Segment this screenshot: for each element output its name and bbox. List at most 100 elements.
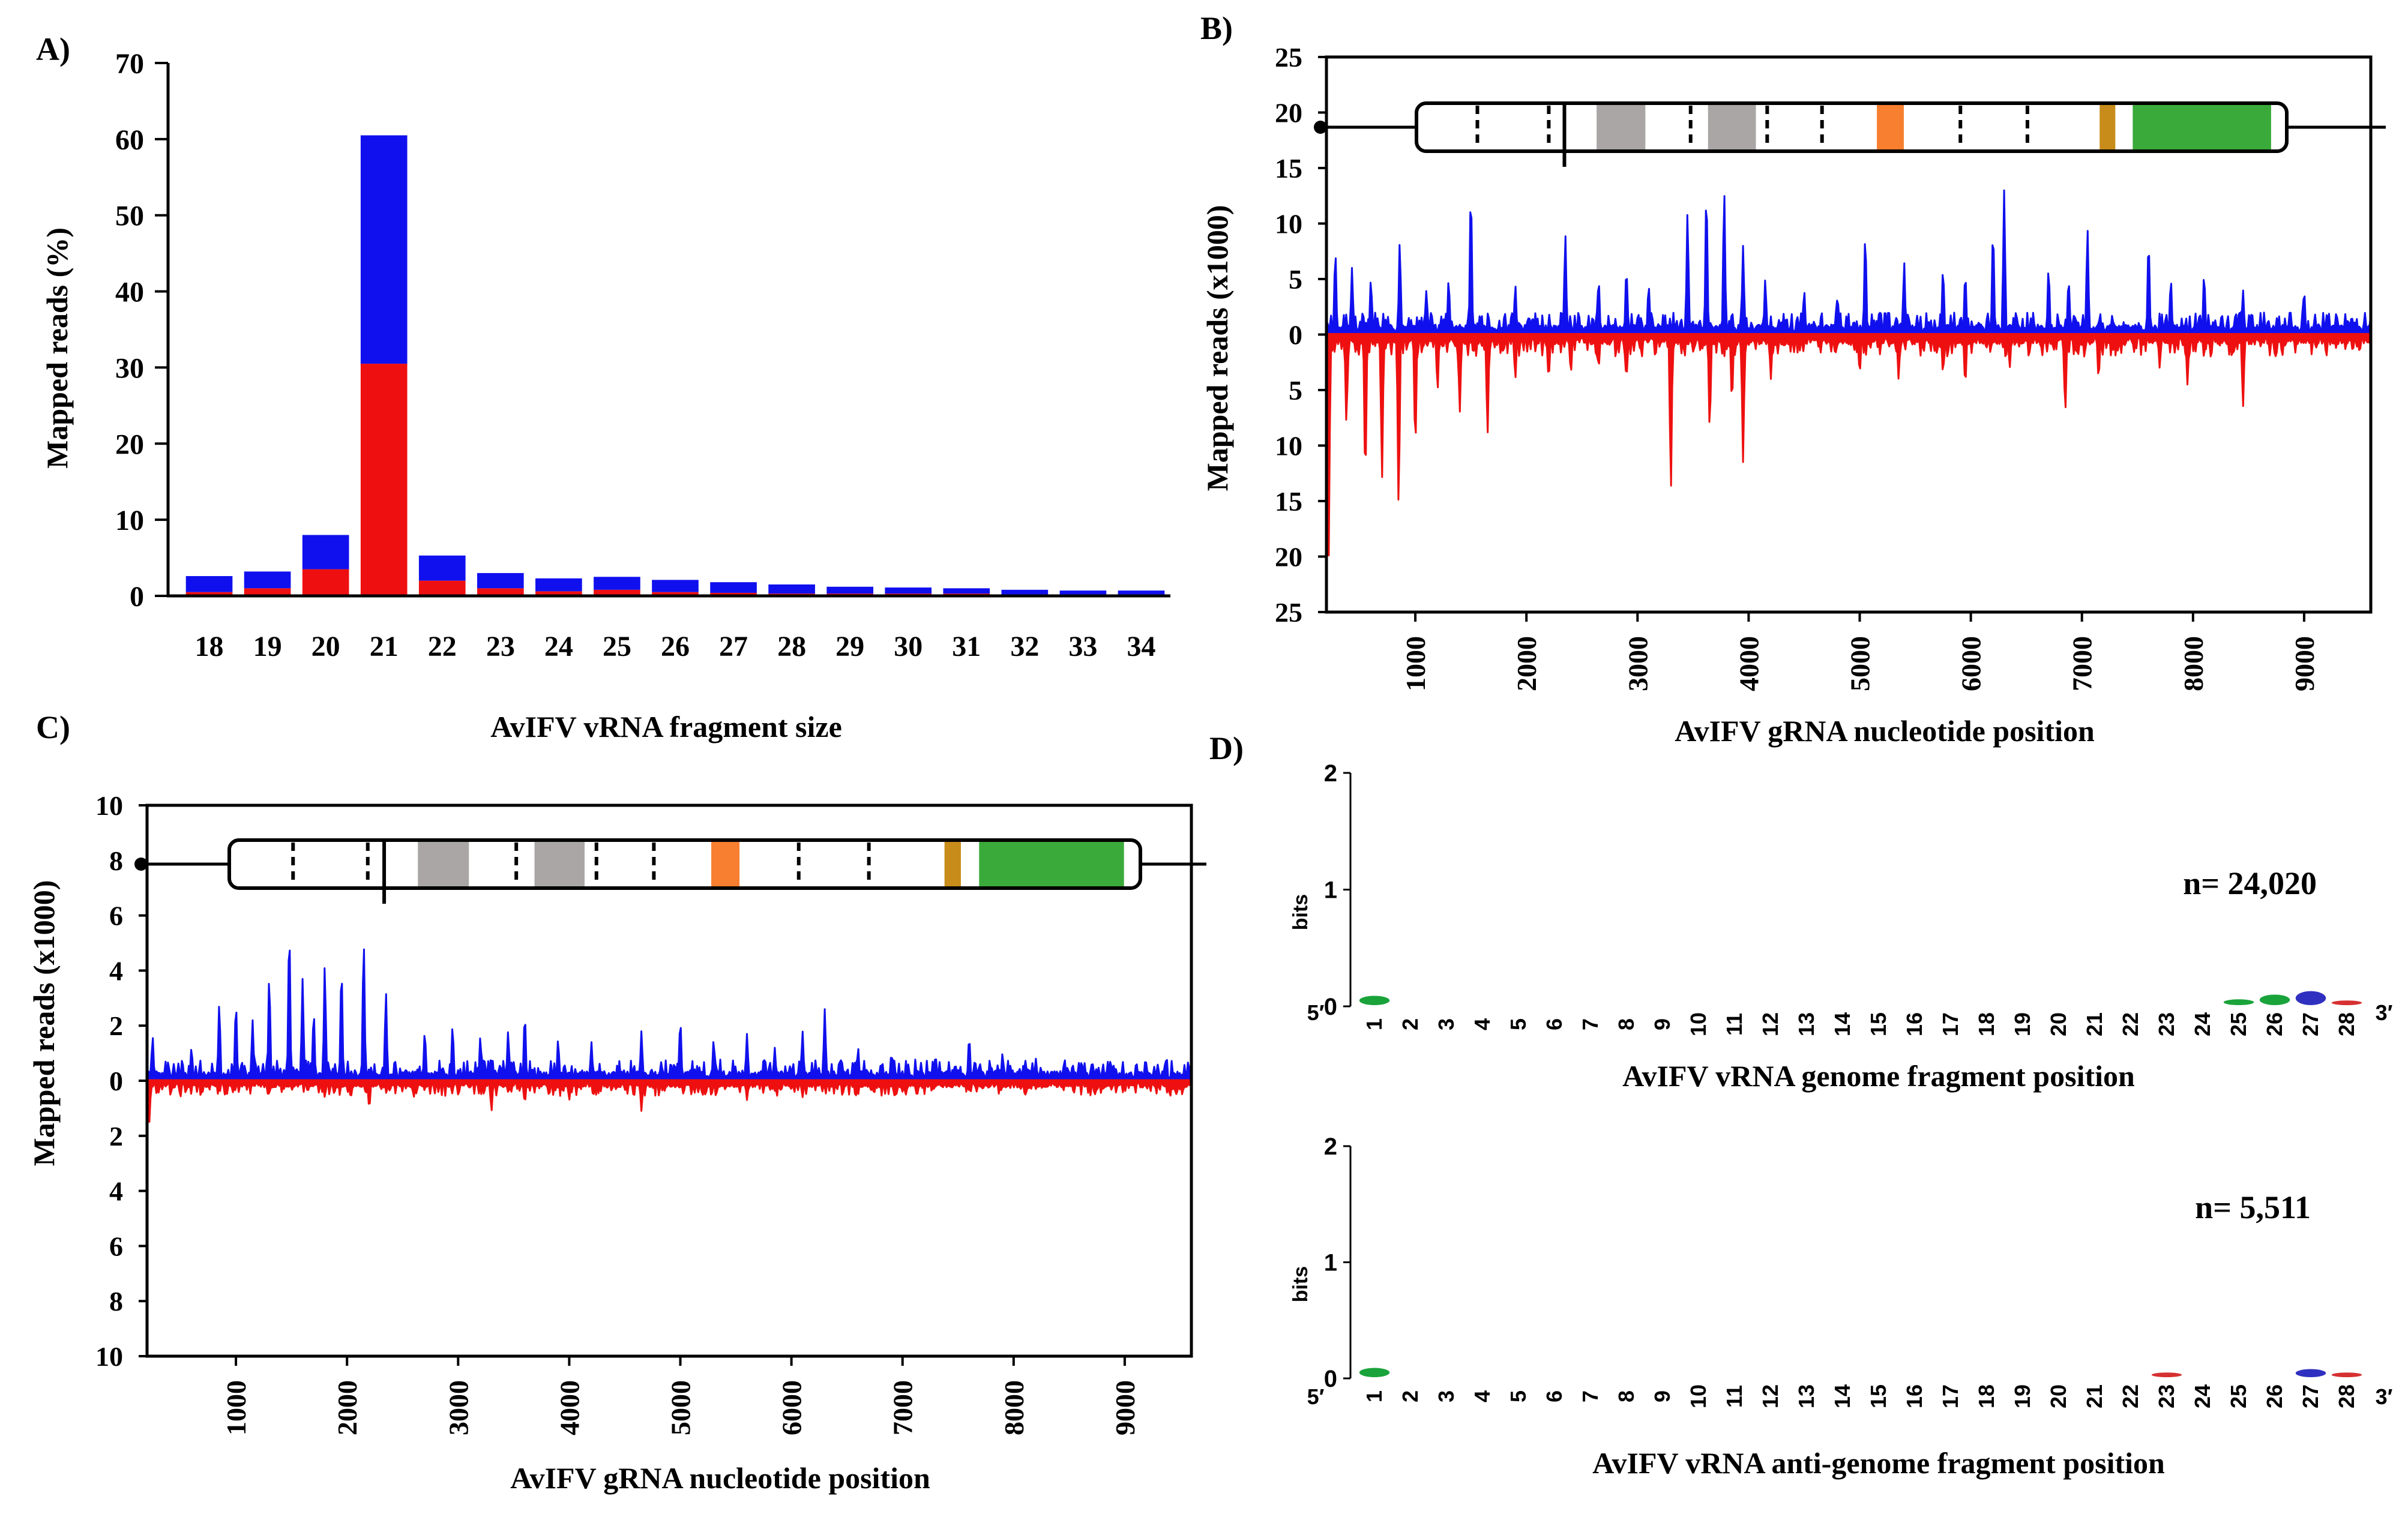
x-tick-label: 19 <box>253 631 282 662</box>
x-tick-label: 29 <box>835 631 864 662</box>
bar-segment <box>943 588 990 594</box>
x-tick-label: 8000 <box>2178 636 2209 691</box>
bar-segment <box>185 576 233 592</box>
y-tick-label: 6 <box>109 1231 123 1261</box>
panel-d-bottom-letters <box>1359 1368 2362 1377</box>
y-tick-label: 25 <box>1275 42 1302 73</box>
position-label: 15 <box>1866 1384 1891 1408</box>
gene-segment <box>1877 105 1904 149</box>
x-tick-label: 9000 <box>2289 636 2320 691</box>
y-tick-label: 2 <box>109 1011 123 1041</box>
position-label: 3 <box>1434 1018 1458 1030</box>
gene-segment <box>2099 105 2116 149</box>
y-tick-label: 70 <box>115 48 144 80</box>
y-tick-label: 10 <box>95 1341 123 1372</box>
y-tick-label: 0 <box>1324 1366 1337 1392</box>
panel-d-antigenome-logo: bits n= 5,511 AvIFV vRNA anti-genome fra… <box>1289 1134 2392 1480</box>
position-label: 28 <box>2334 1384 2359 1408</box>
y-tick-label: 60 <box>115 124 144 156</box>
panel-d-bottom-count: n= 5,511 <box>2195 1189 2311 1225</box>
y-tick-label: 10 <box>1275 209 1302 239</box>
position-label: 11 <box>1722 1385 1747 1408</box>
bar-segment <box>477 588 524 596</box>
position-label: 18 <box>1974 1384 1999 1408</box>
position-label: 18 <box>1974 1012 1999 1036</box>
x-tick-label: 22 <box>428 631 457 662</box>
x-tick-label: 18 <box>195 631 224 662</box>
panel-b-y-ticks: 25 20 15 10 5 0 5 10 15 20 25 <box>1275 42 1326 628</box>
x-tick-label: 25 <box>603 631 631 662</box>
gene-segment <box>2133 105 2271 149</box>
y-tick-label: 15 <box>1275 486 1302 517</box>
panel-d-bottom-ylabel: bits <box>1289 1266 1312 1302</box>
position-label: 14 <box>1830 1012 1855 1036</box>
panel-c-coverage-chart: C) Mapped reads (x1000) AvIFV gRNA nucle… <box>27 709 1206 1495</box>
bar-segment <box>652 592 699 596</box>
bar-segment <box>1118 590 1165 595</box>
sense-coverage-trace <box>146 948 1193 1082</box>
position-label: 22 <box>2118 1012 2143 1036</box>
panel-d-top-3prime: 3′ <box>2376 1000 2393 1025</box>
position-label: 12 <box>1758 1012 1783 1036</box>
panel-a-letter: A) <box>36 31 70 67</box>
position-label: 20 <box>2046 1012 2071 1036</box>
bar-segment <box>768 584 815 594</box>
y-tick-label: 15 <box>1275 153 1302 184</box>
x-tick-label: 2000 <box>1511 636 1542 691</box>
logo-letter <box>2295 991 2326 1005</box>
gene-segment <box>979 842 1124 886</box>
x-tick-label: 33 <box>1068 631 1097 662</box>
bar-segment <box>244 588 291 596</box>
bar-segment <box>826 586 873 594</box>
y-tick-label: 4 <box>109 1176 123 1207</box>
bar-segment <box>302 569 349 596</box>
panel-d-top-ylabel: bits <box>1289 894 1312 930</box>
position-label: 9 <box>1650 1018 1675 1030</box>
bar-segment <box>710 582 757 593</box>
panel-d-bottom-3prime: 3′ <box>2376 1384 2393 1409</box>
position-label: 6 <box>1542 1018 1567 1030</box>
y-tick-label: 6 <box>109 901 123 931</box>
position-label: 15 <box>1866 1012 1891 1036</box>
position-label: 4 <box>1470 1390 1494 1402</box>
x-tick-label: 4000 <box>554 1380 585 1435</box>
y-tick-label: 0 <box>1324 994 1337 1020</box>
position-label: 12 <box>1758 1384 1783 1408</box>
x-tick-label: 30 <box>894 631 923 662</box>
panel-d-top-xlabel: AvIFV vRNA genome fragment position <box>1622 1059 2135 1093</box>
panel-c-y-ticks: 10 8 6 4 2 0 2 4 6 8 10 <box>95 790 147 1372</box>
x-tick-label: 23 <box>486 631 515 662</box>
x-tick-label: 27 <box>719 631 748 662</box>
position-label: 23 <box>2154 1384 2179 1408</box>
position-label: 4 <box>1470 1018 1494 1030</box>
antisense-coverage-trace <box>146 1080 1193 1123</box>
y-tick-label: 1 <box>1324 1250 1337 1276</box>
panel-c-ylabel: Mapped reads (x1000) <box>27 880 61 1167</box>
panel-b-plot <box>1325 189 2372 556</box>
x-tick-label: 21 <box>370 631 399 662</box>
y-tick-label: 2 <box>1324 1134 1337 1160</box>
position-label: 6 <box>1542 1390 1567 1402</box>
bar-segment <box>477 572 524 589</box>
x-tick-label: 6000 <box>1956 636 1987 691</box>
panel-a-bar-chart: A) Mapped reads (%) AvIFV vRNA fragment … <box>36 31 1170 743</box>
bar-segment <box>360 364 408 596</box>
y-tick-label: 8 <box>109 1286 123 1317</box>
bar-segment <box>302 535 349 569</box>
panel-a-y-ticks: 0 10 20 30 40 50 60 70 <box>115 48 168 613</box>
y-tick-label: 2 <box>109 1121 123 1152</box>
x-tick-label: 32 <box>1010 631 1039 662</box>
y-tick-label: 4 <box>109 955 123 986</box>
panel-d-top-letters <box>1359 991 2362 1006</box>
position-label: 1 <box>1362 1018 1386 1030</box>
bar-segment <box>418 555 466 581</box>
position-label: 23 <box>2154 1012 2179 1036</box>
panel-a-ylabel: Mapped reads (%) <box>40 227 74 469</box>
position-label: 16 <box>1902 1012 1927 1036</box>
gene-segment <box>1597 105 1646 149</box>
x-tick-label: 20 <box>312 631 340 662</box>
bar-segment <box>535 591 582 596</box>
panel-d-bottom-xlabel: AvIFV vRNA anti-genome fragment position <box>1592 1446 2165 1480</box>
y-tick-label: 2 <box>1324 760 1337 787</box>
